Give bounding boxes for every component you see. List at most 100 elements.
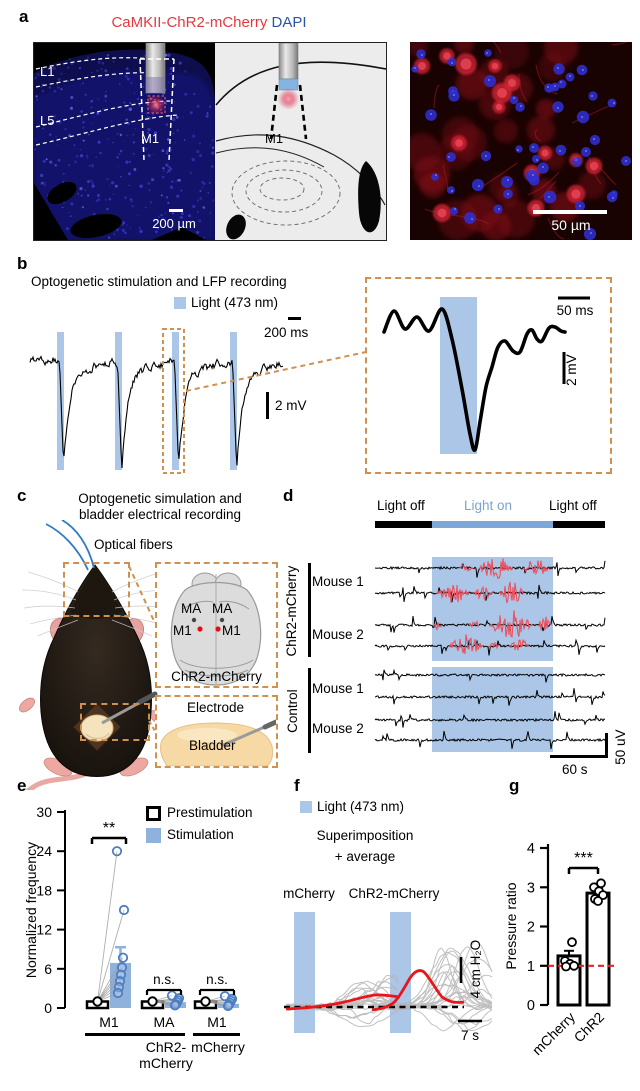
f-subtitle-line2: + average: [334, 849, 396, 864]
legend-prestim-text: Prestimulation: [167, 805, 253, 820]
light-off-right-label: Light off: [549, 498, 597, 513]
svg-text:***: ***: [574, 850, 593, 867]
panel-f-label: f: [294, 776, 300, 795]
svg-text:0: 0: [44, 1000, 52, 1016]
cystometry-traces-plot: [284, 912, 493, 1033]
light-legend-swatch-b: [174, 297, 186, 309]
scale-bar-200ms: [288, 317, 301, 320]
scale-text-50uv: 50 uV: [612, 729, 628, 765]
panel-c-title: Optogenetic simulation and bladder elect…: [35, 491, 285, 523]
light-off-bar-right: [553, 521, 605, 528]
bladder-emg-traces-plot: [374, 557, 606, 752]
f-col-mcherry-label: mCherry: [283, 886, 335, 901]
brain-dorsal-schematic: [170, 572, 262, 686]
panel-a-title: CaMKII-ChR2-mCherry DAPI: [33, 14, 385, 31]
scale-text-200ms: 200 ms: [264, 325, 309, 340]
svg-text:n.s.: n.s.: [153, 972, 175, 987]
light-off-bar-left: [375, 521, 432, 528]
panel-c-label: c: [17, 486, 27, 505]
scale-bar-200um: [169, 209, 183, 212]
svg-text:0: 0: [527, 998, 535, 1014]
svg-text:6: 6: [44, 961, 52, 977]
f-subtitle-line1: Superimposition: [316, 828, 414, 843]
layer1-label: L1: [40, 64, 55, 79]
panel-c-title-line2: bladder electrical recording: [78, 507, 242, 523]
f-col-chr2-label: ChR2-mCherry: [348, 886, 440, 901]
scale-text-50um: 50 µm: [551, 217, 591, 233]
svg-text:M1: M1: [99, 1014, 119, 1030]
inset-scale-text-50ms: 50 ms: [556, 303, 594, 318]
panel-g-label: g: [509, 776, 520, 795]
panel-a-label: a: [19, 7, 29, 26]
panel-a-fluorescence-image: 50 µm: [410, 42, 632, 240]
light-on-label: Light on: [464, 498, 513, 513]
panel-c-title-line1: Optogenetic simulation and: [78, 491, 242, 506]
svg-text:ChR2: ChR2: [570, 1009, 607, 1046]
group1-bracket: [308, 563, 311, 657]
brain-inset-box: MA MA M1 M1 ChR2-mCherry: [155, 562, 278, 688]
panel-a-histology-image: L1 L5 M1 M1 200 µm: [33, 42, 387, 241]
light-off-left-label: Light off: [377, 498, 425, 513]
head-zoom-box: [63, 562, 130, 617]
electrode-label: Electrode: [187, 700, 245, 715]
m1-schematic-label: M1: [265, 131, 284, 146]
light-legend-text-f: Light (473 nm): [317, 799, 405, 814]
bladder-zoom-box: [80, 703, 150, 741]
panel-a-title-blue: DAPI: [271, 14, 307, 31]
lfp-trace-plot: [29, 328, 284, 474]
group1-mouse2-label: Mouse 2: [312, 627, 364, 642]
light-on-bar: [432, 521, 553, 528]
layer5-label: L5: [40, 113, 55, 128]
svg-text:3: 3: [527, 880, 535, 896]
group2-mouse1-label: Mouse 1: [312, 681, 364, 696]
bladder-electrode-schematic: [160, 719, 276, 766]
svg-text:n.s.: n.s.: [206, 972, 228, 987]
bladder-label: Bladder: [189, 738, 236, 753]
svg-text:M1: M1: [207, 1014, 227, 1030]
optical-fibers-label: Optical fibers: [94, 537, 173, 552]
panel-a-title-red: CaMKII-ChR2-mCherry: [111, 14, 268, 31]
panel-b-title: Optogenetic stimulation and LFP recordin…: [31, 274, 287, 289]
lfp-zoom-inset: 50 ms 2 mV: [365, 277, 612, 474]
group1-mouse1-label: Mouse 1: [312, 574, 364, 589]
svg-text:30: 30: [36, 804, 52, 820]
scale-text-2mv: 2 mV: [275, 398, 307, 413]
svg-text:1: 1: [527, 959, 535, 975]
virus-label: ChR2-mCherry: [171, 669, 262, 684]
lfp-trace-area: [25, 322, 290, 477]
lfp-zoom-trace-plot: [382, 296, 590, 454]
light-legend-swatch-f: [300, 801, 312, 813]
scale-text-4cmh2o: 4 cm H₂O: [467, 939, 483, 999]
scale-bar-50um: [533, 210, 607, 214]
group1-label: ChR2-mCherry: [283, 565, 299, 657]
svg-text:12: 12: [36, 922, 52, 938]
brain-section-and-atlas-image: [34, 43, 386, 240]
ma-right-label: MA: [212, 601, 233, 616]
mcherry-dapi-cells-image: [410, 42, 632, 240]
svg-text:mCherry: mCherry: [139, 1055, 193, 1071]
svg-text:mCherry: mCherry: [191, 1039, 245, 1055]
m1-right-label: M1: [222, 623, 241, 638]
ma-left-label: MA: [181, 601, 202, 616]
m1-photo-label: M1: [141, 131, 160, 146]
group2-bracket: [308, 668, 311, 753]
legend-stim-swatch: [146, 828, 161, 843]
m1-left-label: M1: [173, 623, 192, 638]
svg-text:ChR2-: ChR2-: [146, 1039, 187, 1055]
svg-text:4: 4: [527, 841, 535, 857]
normalized-frequency-chart: 0 6 12 18 24 30 ** M1 n.s. MA n.s. M1 ChR2-mCherrymC…: [36, 804, 245, 1071]
svg-text:24: 24: [36, 843, 52, 859]
panel-e-label: e: [17, 776, 27, 795]
legend-stim-text: Stimulation: [167, 827, 234, 842]
panel-d-label: d: [283, 486, 294, 505]
svg-text:2: 2: [527, 920, 535, 936]
svg-text:**: **: [103, 820, 115, 837]
legend-prestim-swatch: [146, 806, 161, 821]
panel-b-label: b: [17, 254, 28, 273]
electrode-inset-box: Electrode Bladder: [155, 695, 278, 768]
group2-label: Control: [284, 689, 300, 733]
scale-bar-60s: [550, 755, 608, 758]
scale-text-7s: 7 s: [460, 1028, 479, 1043]
svg-text:18: 18: [36, 882, 52, 898]
